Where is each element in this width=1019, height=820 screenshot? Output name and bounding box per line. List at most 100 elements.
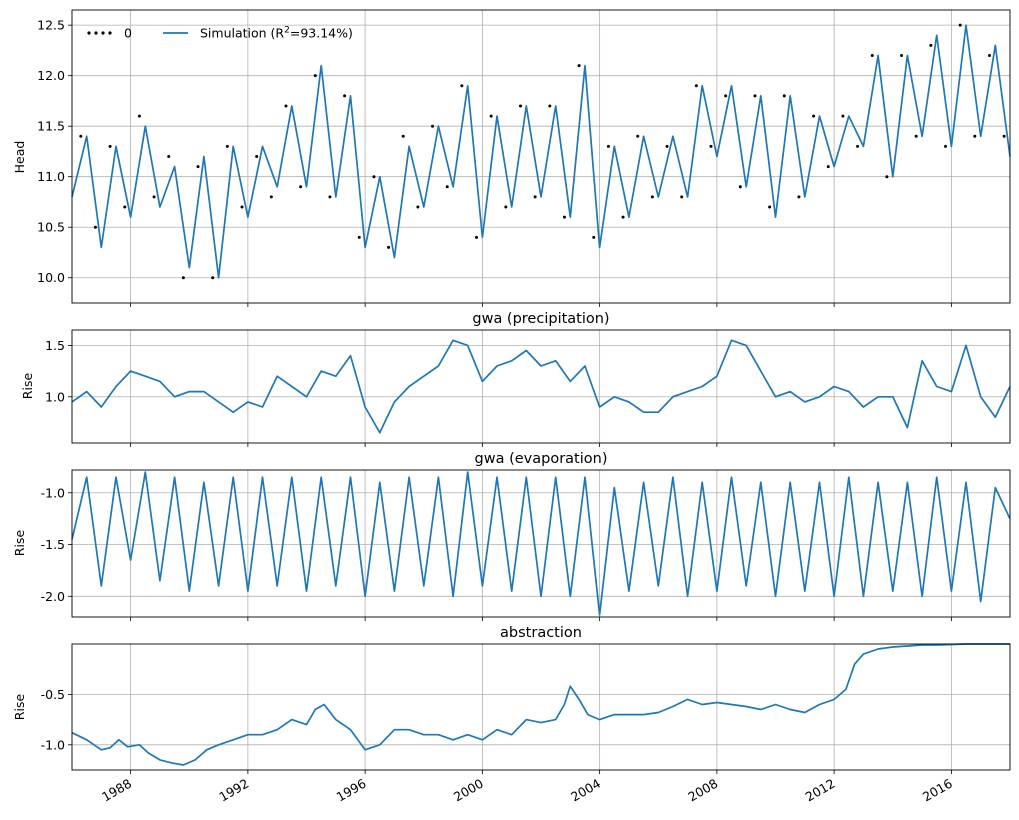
observation-point xyxy=(445,185,449,189)
observation-point xyxy=(401,134,405,138)
xtick-label-1996: 1996 xyxy=(334,776,369,805)
observation-point xyxy=(782,94,786,98)
observation-point xyxy=(724,94,728,98)
observation-point xyxy=(944,144,948,148)
panel-2-ytick-label--1.5: -1.5 xyxy=(41,537,65,552)
panel-evaporation-frame xyxy=(71,469,1011,618)
xtick-label-2004: 2004 xyxy=(568,776,603,805)
observation-point xyxy=(79,134,83,138)
panel-abstraction-frame xyxy=(71,643,1011,771)
panel-evaporation-ylabel: Rise xyxy=(12,530,27,557)
legend-observations-marker xyxy=(87,31,112,35)
panel-head-frame xyxy=(71,9,1011,304)
panel-abstraction-ylabel: Rise xyxy=(12,694,27,721)
panel-0-ytick-label-12.0: 12.0 xyxy=(37,68,65,83)
panel-head-ylabel: Head xyxy=(12,141,27,174)
observation-point xyxy=(518,104,522,108)
panel-0-ytick-label-12.5: 12.5 xyxy=(37,18,65,33)
observation-point xyxy=(167,155,171,158)
panel-abstraction: -0.5 -1.0 1988 1992 1996 2000 2004 2008 2012 201… xyxy=(12,625,1011,805)
observation-point xyxy=(548,104,552,108)
observation-point xyxy=(870,53,874,57)
panel-3-ytick-label--1.0: -1.0 xyxy=(41,737,65,752)
xtick-label-2000: 2000 xyxy=(451,776,486,805)
legend-simulation-text-a: Simulation (R xyxy=(200,26,284,41)
panel-0-ytick-label-10.0: 10.0 xyxy=(37,270,65,285)
observation-point xyxy=(152,195,156,199)
observation-point xyxy=(680,195,684,199)
legend-simulation-text-b: =93.14%) xyxy=(290,26,353,41)
observation-point xyxy=(885,175,889,179)
panel-0-ytick-label-11.0: 11.0 xyxy=(37,169,65,184)
observation-point xyxy=(313,74,317,78)
observation-point xyxy=(475,235,479,239)
observation-point xyxy=(606,144,610,148)
observation-point xyxy=(841,114,845,118)
observation-point xyxy=(709,144,713,148)
observation-point xyxy=(211,276,215,280)
xtick-label-1988: 1988 xyxy=(99,776,134,805)
observation-point xyxy=(914,134,918,138)
observation-point xyxy=(181,276,185,280)
observation-point xyxy=(900,53,904,57)
panel-1-ytick-label-1.0: 1.0 xyxy=(45,389,65,404)
panel-0-ytick-label-11.5: 11.5 xyxy=(37,119,65,134)
observation-point xyxy=(93,225,97,229)
observation-point xyxy=(328,195,332,199)
panel-2-series-line-0 xyxy=(71,471,1011,616)
observation-point xyxy=(299,185,303,189)
observation-point xyxy=(826,165,830,169)
observation-point xyxy=(987,53,991,57)
observation-point xyxy=(460,84,464,88)
panel-0-ytick-label-10.5: 10.5 xyxy=(37,220,65,235)
panel-evaporation-title: gwa (evaporation) xyxy=(475,451,608,467)
legend-label-simulation: Simulation (R2=93.14%) xyxy=(200,26,353,41)
observation-point xyxy=(856,144,860,148)
panel-1-ytick-label-1.5: 1.5 xyxy=(45,338,65,353)
panel-3-series-line-0 xyxy=(71,643,1010,766)
observation-point xyxy=(665,144,669,148)
observation-point xyxy=(812,114,816,118)
xtick-label-2016: 2016 xyxy=(920,776,955,805)
xtick-label-2008: 2008 xyxy=(685,776,720,805)
observation-point xyxy=(753,94,757,98)
observation-point xyxy=(372,175,376,179)
panel-0-series-line-1 xyxy=(71,24,1011,279)
observation-point xyxy=(929,43,933,47)
observation-point xyxy=(343,94,347,98)
observation-point xyxy=(768,205,772,209)
observation-point xyxy=(504,205,508,209)
panel-precipitation-frame xyxy=(71,329,1011,444)
panel-2-ytick-label--1.0: -1.0 xyxy=(41,485,65,500)
panel-head: 10.0 10.5 11.0 11.5 12.0 12.5 Head 0 Simulati… xyxy=(12,9,1011,307)
observation-point xyxy=(562,215,566,219)
observation-point xyxy=(577,64,581,68)
observation-point xyxy=(416,205,420,209)
observation-point xyxy=(255,155,259,158)
xtick-label-1992: 1992 xyxy=(216,776,251,805)
observation-point xyxy=(137,114,141,118)
observation-point xyxy=(636,134,640,138)
panel-evaporation: -1.0 -1.5 -2.0 gwa (evaporation) Rise xyxy=(12,451,1011,621)
panel-1-series-line-0 xyxy=(71,339,1011,434)
observation-point xyxy=(592,235,596,239)
observation-point xyxy=(225,144,229,148)
panel-precipitation-ylabel: Rise xyxy=(20,373,35,400)
observation-point xyxy=(650,195,654,199)
observation-point xyxy=(1002,134,1006,138)
panel-abstraction-title: abstraction xyxy=(500,625,582,641)
observation-point xyxy=(973,134,977,138)
observation-point xyxy=(284,104,288,108)
observation-point xyxy=(240,205,244,209)
legend-simulation-superscript: 2 xyxy=(284,26,290,36)
observation-point xyxy=(797,195,801,199)
observation-point xyxy=(357,235,361,239)
observation-point xyxy=(958,23,962,27)
observation-point xyxy=(738,185,742,189)
panel-precipitation-title: gwa (precipitation) xyxy=(472,311,609,327)
observation-point xyxy=(621,215,625,219)
observation-point xyxy=(108,144,112,148)
panel-3-ytick-label--0.5: -0.5 xyxy=(41,687,65,702)
observation-point xyxy=(431,124,435,128)
